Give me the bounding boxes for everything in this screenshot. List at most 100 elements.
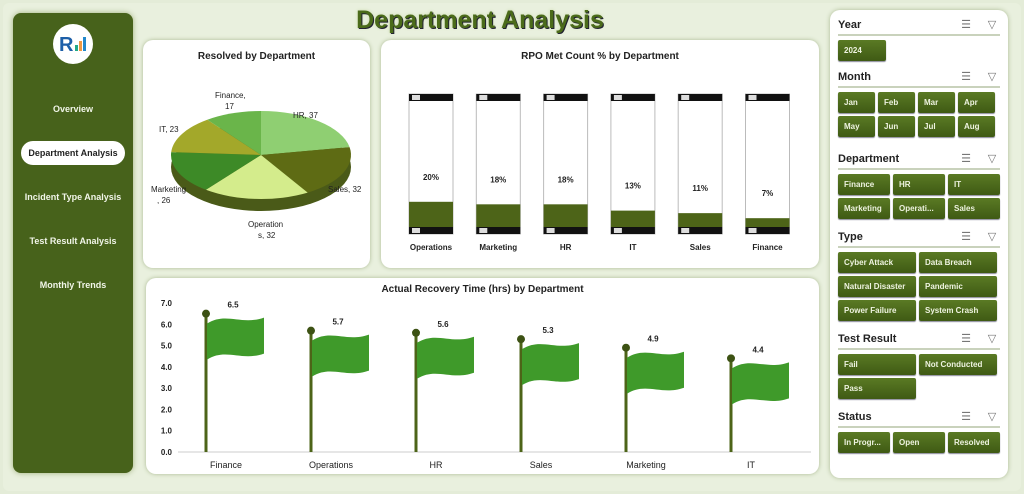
cylinder-operations xyxy=(408,93,454,235)
clear-filter-icon[interactable]: ▽ xyxy=(987,411,997,423)
slicer-item[interactable]: Fail xyxy=(838,354,916,375)
slicer-item[interactable]: Jun xyxy=(878,116,915,137)
slicer-item[interactable]: Open xyxy=(893,432,945,453)
y-tick-label: 6.0 xyxy=(161,320,173,329)
flag-pole-cap xyxy=(307,326,315,335)
category-label: Marketing xyxy=(626,460,666,470)
clear-filter-icon[interactable]: ▽ xyxy=(987,19,997,31)
multi-select-icon[interactable]: ☰ xyxy=(961,231,971,243)
slicer-item[interactable]: Jan xyxy=(838,92,875,113)
multi-select-icon[interactable]: ☰ xyxy=(961,19,971,31)
slicer-item[interactable]: HR xyxy=(893,174,945,195)
flag-pole-cap xyxy=(727,354,735,363)
slicer-item[interactable]: Natural Disaster xyxy=(838,276,916,297)
cylinder-cap-highlight xyxy=(748,228,757,233)
slicer-item[interactable]: Finance xyxy=(838,174,890,195)
category-label: IT xyxy=(747,460,756,470)
cylinder-cap-bottom xyxy=(610,227,655,234)
category-label: HR xyxy=(560,243,572,252)
chart-title: RPO Met Count % by Department xyxy=(521,51,679,62)
multi-select-icon[interactable]: ☰ xyxy=(961,71,971,83)
slicer-header: Department ☰ ▽ xyxy=(838,152,1000,170)
slicer-item[interactable]: IT xyxy=(948,174,1000,195)
slicer-item[interactable]: System Crash xyxy=(919,300,997,321)
slicer-item[interactable]: Jul xyxy=(918,116,955,137)
data-label: 20% xyxy=(423,173,439,182)
slicer-item[interactable]: Resolved xyxy=(948,432,1000,453)
cylinder-hr xyxy=(543,93,589,235)
data-label: 11% xyxy=(692,184,708,193)
svg-text:R: R xyxy=(59,34,74,56)
clear-filter-icon[interactable]: ▽ xyxy=(987,71,997,83)
category-label: Marketing xyxy=(479,243,517,252)
category-label: Sales xyxy=(690,243,711,252)
nav-overview[interactable]: Overview xyxy=(52,104,94,114)
pie-slice-operations xyxy=(205,155,308,199)
clear-filter-icon[interactable]: ▽ xyxy=(987,231,997,243)
nav-monthly-trends[interactable]: Monthly Trends xyxy=(39,280,107,290)
y-tick-label: 5.0 xyxy=(161,342,173,351)
bar-fill xyxy=(409,201,453,227)
flag-operations xyxy=(312,334,369,377)
pie-data-label: HR, 37 xyxy=(293,111,318,120)
pie-chart: HR, 37 Sales, 32 Operation s, 32 Marketing , … xyxy=(151,91,362,240)
cylinder-cap-highlight xyxy=(546,95,555,100)
cylinder-cap-bottom xyxy=(745,227,790,234)
slicer-item[interactable]: Pass xyxy=(838,378,916,399)
multi-select-icon[interactable]: ☰ xyxy=(961,153,971,165)
pie-slice-hr xyxy=(261,111,350,155)
slicer-header: Year ☰ ▽ xyxy=(838,18,1000,36)
slicer-item[interactable]: In Progr... xyxy=(838,432,890,453)
slicer-item[interactable]: Marketing xyxy=(838,198,890,219)
slicer-item[interactable]: May xyxy=(838,116,875,137)
slicer-title: Status xyxy=(838,411,872,423)
pie-slice-finance xyxy=(207,111,261,155)
data-label: 5.7 xyxy=(332,318,344,327)
category-label: Operations xyxy=(309,460,354,470)
slicer-item[interactable]: Not Conducted xyxy=(919,354,997,375)
cylinder-cap-top xyxy=(678,94,723,101)
slicer-item[interactable]: Mar xyxy=(918,92,955,113)
cylinder-cap-highlight xyxy=(613,95,622,100)
slicer-header: Type ☰ ▽ xyxy=(838,230,1000,248)
multi-select-icon[interactable]: ☰ xyxy=(961,411,971,423)
cylinder-body xyxy=(677,93,723,235)
data-label: 6.5 xyxy=(227,301,239,310)
recovery-chart-card: Actual Recovery Time (hrs) by Department… xyxy=(146,278,819,474)
pie-data-label: , 26 xyxy=(157,196,171,205)
multi-select-icon[interactable]: ☰ xyxy=(961,333,971,345)
nav-test-result-analysis[interactable]: Test Result Analysis xyxy=(29,236,117,246)
cylinder-marketing xyxy=(475,93,521,235)
nav-department-analysis[interactable]: Department Analysis xyxy=(21,141,125,165)
pie-slice-marketing xyxy=(171,152,261,190)
filter-month: Month ☰ ▽ Jan Feb Mar Apr May Jun Jul Aug xyxy=(838,70,1000,137)
slicer-item[interactable]: Aug xyxy=(958,116,995,137)
y-tick-label: 7.0 xyxy=(161,299,173,308)
slicer-item[interactable]: Data Breach xyxy=(919,252,997,273)
cylinder-cap-highlight xyxy=(479,228,488,233)
page-title: Department Analysis xyxy=(356,6,604,34)
cylinder-cap-bottom xyxy=(409,227,453,234)
slicer-item[interactable]: Sales xyxy=(948,198,1000,219)
nav-incident-type-analysis[interactable]: Incident Type Analysis xyxy=(24,192,122,202)
pie-slice-it xyxy=(171,119,261,155)
cylinder-cap-highlight xyxy=(412,228,420,233)
pie-chart-card: Resolved by Department HR, 37 Sales, 32 Op… xyxy=(143,40,370,268)
slicer-item[interactable]: Power Failure xyxy=(838,300,916,321)
slicer-item[interactable]: Operati... xyxy=(893,198,945,219)
slicer-header: Month ☰ ▽ xyxy=(838,70,1000,88)
clear-filter-icon[interactable]: ▽ xyxy=(987,153,997,165)
cylinder-cap-highlight xyxy=(748,95,757,100)
slicer-item[interactable]: Cyber Attack xyxy=(838,252,916,273)
slicer-item[interactable]: 2024 xyxy=(838,40,886,61)
slicer-item[interactable]: Feb xyxy=(878,92,915,113)
pie-data-label: Marketing xyxy=(151,185,186,194)
data-label: 5.6 xyxy=(437,320,449,329)
clear-filter-icon[interactable]: ▽ xyxy=(987,333,997,345)
bar-fill xyxy=(543,204,588,227)
slicer-item[interactable]: Pandemic xyxy=(919,276,997,297)
rpo-chart-card: RPO Met Count % by Department 20% Operati… xyxy=(381,40,819,268)
slicer-item[interactable]: Apr xyxy=(958,92,995,113)
chart-title: Resolved by Department xyxy=(197,51,316,62)
cylinder-cap-top xyxy=(610,94,655,101)
